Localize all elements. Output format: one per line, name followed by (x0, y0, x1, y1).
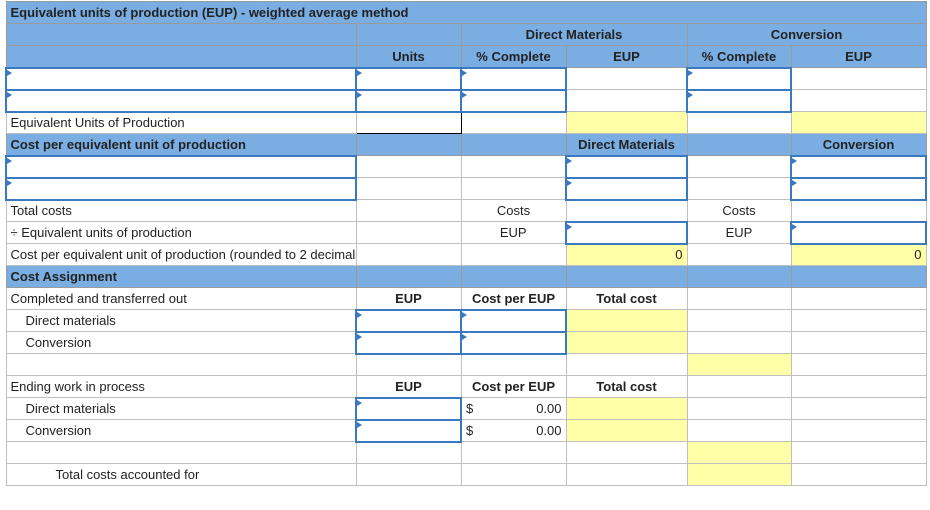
ending-total (686, 441, 792, 464)
conv-cost-per-eup: 0 (790, 243, 927, 266)
dm-cost-input-2[interactable] (565, 176, 688, 201)
completed-dm-total (565, 309, 688, 332)
cost-dm-header: Direct Materials (565, 133, 688, 156)
divide-eup-label: ÷ Equivalent units of production (5, 221, 357, 244)
units-label-input-1[interactable] (5, 66, 357, 91)
ending-total-cost-header: Total cost (565, 375, 688, 398)
ending-dm-label: Direct materials (5, 397, 357, 420)
total-accounted-value (686, 463, 792, 486)
completed-label: Completed and transferred out (5, 287, 357, 310)
ending-wip-label: Ending work in process (5, 375, 357, 398)
conv-cost-input-1[interactable] (789, 154, 928, 179)
units-input-1[interactable] (355, 66, 462, 91)
ending-conv-cost-value: 0.00 (536, 423, 562, 438)
ending-cost-per-eup-header: Cost per EUP (460, 375, 567, 398)
dm-pct-header: % Complete (460, 45, 567, 68)
completed-conv-label: Conversion (5, 331, 357, 354)
ending-dm-eup-input[interactable] (355, 396, 462, 421)
conv-eup-header: EUP (790, 45, 927, 68)
rounded-label: Cost per equivalent unit of production (… (5, 243, 357, 266)
worksheet-title: Equivalent units of production (EUP) - w… (5, 1, 927, 24)
completed-total (686, 353, 792, 376)
dm-eup-label: EUP (460, 221, 567, 244)
completed-total-cost-header: Total cost (565, 287, 688, 310)
completed-conv-cost-input[interactable] (460, 330, 567, 355)
eup-total-label: Equivalent Units of Production (5, 111, 357, 134)
dm-header: Direct Materials (460, 23, 688, 46)
cost-conv-header: Conversion (790, 133, 927, 156)
dm-eup-total (565, 111, 688, 134)
conv-eup-total (790, 111, 927, 134)
dm-pct-input-1[interactable] (460, 66, 567, 91)
conv-pct-input-1[interactable] (686, 66, 792, 91)
conversion-header: Conversion (686, 23, 927, 46)
conv-eup-label: EUP (686, 221, 792, 244)
cost-label-input-2[interactable] (5, 176, 357, 201)
completed-cost-per-eup-header: Cost per EUP (460, 287, 567, 310)
cost-per-title: Cost per equivalent unit of production (5, 133, 357, 156)
ending-dm-cost: $0.00 (460, 397, 567, 420)
conv-pct-input-2[interactable] (686, 88, 792, 113)
cost-label-input-1[interactable] (5, 154, 357, 179)
completed-eup-header: EUP (355, 287, 462, 310)
total-accounted-label: Total costs accounted for (5, 463, 357, 486)
units-total (355, 111, 462, 134)
dm-costs-label: Costs (460, 199, 567, 222)
dm-pct-input-2[interactable] (460, 88, 567, 113)
conv-costs-label: Costs (686, 199, 792, 222)
ending-eup-header: EUP (355, 375, 462, 398)
ending-dm-cost-value: 0.00 (536, 401, 562, 416)
units-input-2[interactable] (355, 88, 462, 113)
ending-conv-total (565, 419, 688, 442)
ending-conv-eup-input[interactable] (355, 418, 462, 443)
completed-conv-total (565, 331, 688, 354)
currency-symbol: $ (466, 423, 474, 438)
dm-eup-input[interactable] (565, 220, 688, 245)
eup-worksheet: Equivalent units of production (EUP) - w… (5, 1, 928, 486)
dm-cost-per-eup: 0 (565, 243, 688, 266)
conv-cost-input-2[interactable] (789, 176, 928, 201)
completed-dm-cost-input[interactable] (460, 308, 567, 333)
completed-conv-eup-input[interactable] (355, 330, 462, 355)
units-header: Units (355, 45, 462, 68)
completed-dm-eup-input[interactable] (355, 308, 462, 333)
ending-conv-label: Conversion (5, 419, 357, 442)
currency-symbol: $ (466, 401, 474, 416)
total-costs-label: Total costs (5, 199, 357, 222)
dm-cost-input-1[interactable] (565, 154, 688, 179)
conv-eup-input[interactable] (789, 220, 928, 245)
dm-eup-header: EUP (565, 45, 688, 68)
units-label-input-2[interactable] (5, 88, 357, 113)
cost-assignment-title: Cost Assignment (5, 265, 357, 288)
conv-pct-header: % Complete (686, 45, 792, 68)
completed-dm-label: Direct materials (5, 309, 357, 332)
ending-conv-cost: $0.00 (460, 419, 567, 442)
ending-dm-total (565, 397, 688, 420)
